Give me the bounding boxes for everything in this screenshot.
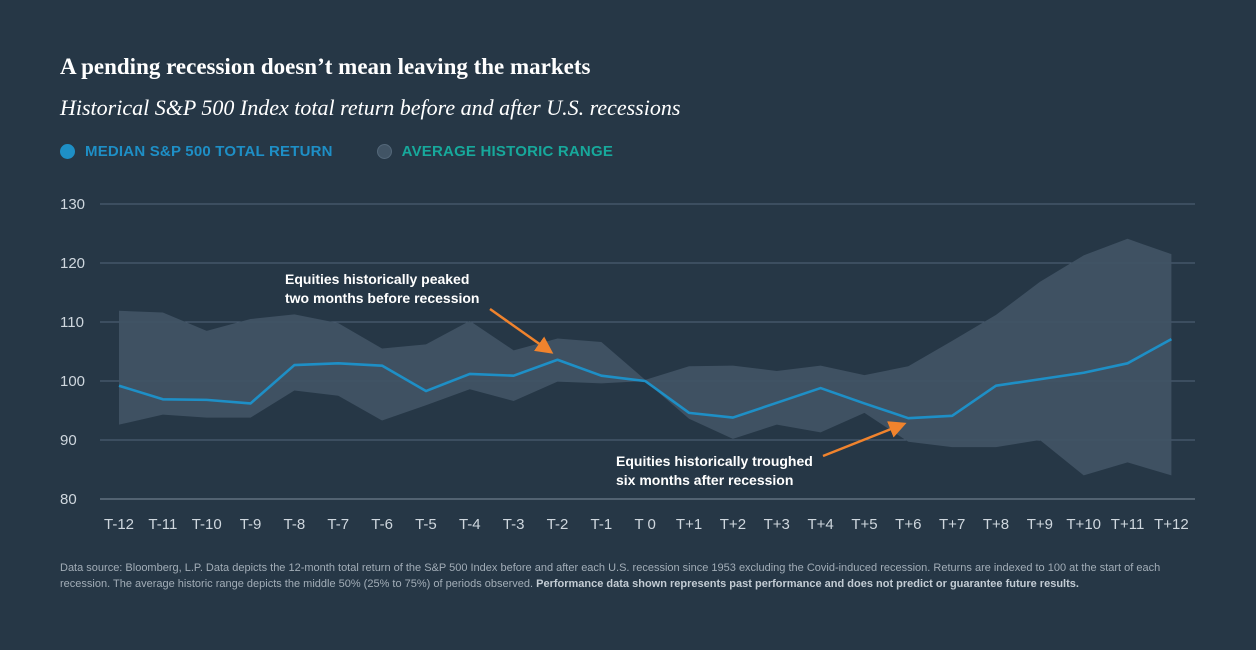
legend-label-median: MEDIAN S&P 500 TOTAL RETURN <box>85 143 333 160</box>
legend-item-median: MEDIAN S&P 500 TOTAL RETURN <box>60 143 333 160</box>
footnote: Data source: Bloomberg, L.P. Data depict… <box>60 560 1200 592</box>
x-tick-label: T-5 <box>415 516 437 533</box>
x-tick-label: T+6 <box>895 516 921 533</box>
y-tick-label: 120 <box>60 255 85 272</box>
x-tick-label: T-1 <box>591 516 613 533</box>
y-tick-label: 80 <box>60 491 77 508</box>
chart-legend: MEDIAN S&P 500 TOTAL RETURN AVERAGE HIST… <box>60 143 657 160</box>
x-tick-label: T+8 <box>983 516 1009 533</box>
x-tick-label: T-2 <box>547 516 569 533</box>
annotation-trough-line1: Equities historically troughed <box>616 453 813 469</box>
median-series <box>118 337 1173 420</box>
range-band <box>119 238 1172 476</box>
chart-title: A pending recession doesn’t mean leaving… <box>60 54 591 79</box>
x-tick-label: T-3 <box>503 516 525 533</box>
x-tick-label: T+7 <box>939 516 965 533</box>
x-tick-label: T+3 <box>764 516 790 533</box>
legend-label-range: AVERAGE HISTORIC RANGE <box>401 143 614 160</box>
x-tick-label: T-7 <box>327 516 349 533</box>
x-tick-label: T-6 <box>371 516 393 533</box>
range-band-area <box>119 238 1172 476</box>
x-axis-ticks: T-12 T-11 T-10 T-9 T-8 T-7 T-6 T-5 T-4 T-3 T-2 T-1 T… <box>104 516 1189 533</box>
y-axis-ticks: 80 90 100 110 120 130 <box>60 196 85 508</box>
x-tick-label: T+12 <box>1154 516 1189 533</box>
annotations: Equities historically peaked two months b… <box>285 271 907 488</box>
legend-dot-median-icon <box>60 144 75 159</box>
annotation-trough-line2: six months after recession <box>616 472 793 488</box>
x-tick-label: T+10 <box>1066 516 1101 533</box>
y-tick-label: 130 <box>60 196 85 213</box>
x-tick-label: T+9 <box>1027 516 1053 533</box>
x-tick-label: T-4 <box>459 516 481 533</box>
x-tick-label: T-11 <box>148 516 177 533</box>
annotation-trough-arrow <box>822 421 907 458</box>
x-tick-label: T-10 <box>192 516 222 533</box>
footnote-disclaimer: Performance data shown represents past p… <box>536 578 1079 590</box>
y-tick-label: 90 <box>60 432 77 449</box>
x-tick-label: T-9 <box>240 516 262 533</box>
x-tick-label: T+5 <box>851 516 877 533</box>
x-tick-label: T+4 <box>807 516 833 533</box>
footnote-text: Data source: Bloomberg, L.P. Data depict… <box>60 562 1161 590</box>
x-tick-label: T+11 <box>1111 516 1145 533</box>
x-tick-label: T-12 <box>104 516 134 533</box>
legend-item-range: AVERAGE HISTORIC RANGE <box>376 143 614 160</box>
annotation-peak-arrow <box>489 307 554 354</box>
y-tick-label: 100 <box>60 373 85 390</box>
chart-subtitle: Historical S&P 500 Index total return be… <box>60 95 681 120</box>
x-tick-label: T+2 <box>720 516 746 533</box>
x-tick-label: T 0 <box>634 516 655 533</box>
legend-dot-range-icon <box>376 144 392 159</box>
y-tick-label: 110 <box>60 314 84 331</box>
x-tick-label: T+1 <box>676 516 702 533</box>
annotation-peak-line1: Equities historically peaked <box>285 271 469 287</box>
annotation-peak-line2: two months before recession <box>285 290 479 306</box>
x-tick-label: T-8 <box>284 516 306 533</box>
